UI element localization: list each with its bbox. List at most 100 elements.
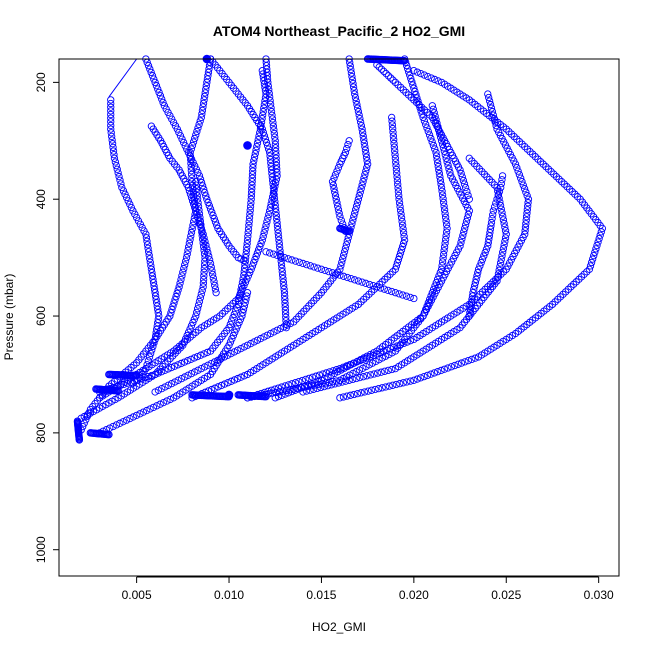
- data-point: [498, 172, 507, 180]
- data-point: [258, 114, 266, 123]
- data-point: [310, 263, 318, 271]
- data-point: [389, 268, 397, 276]
- data-point: [248, 178, 256, 186]
- data-point: [447, 172, 455, 180]
- data-point: [262, 392, 270, 401]
- data-point: [271, 140, 280, 148]
- data-point: [107, 99, 115, 108]
- data-point: [172, 292, 180, 301]
- data-point: [502, 230, 510, 238]
- data-point: [523, 145, 532, 153]
- data-point: [353, 389, 362, 398]
- series-17: [336, 67, 607, 402]
- data-point: [522, 216, 530, 224]
- data-point: [484, 283, 492, 291]
- data-point: [115, 172, 123, 181]
- data-point: [383, 346, 391, 354]
- data-point: [387, 74, 395, 82]
- y-axis: 200 400 600 800 1000: [34, 72, 60, 563]
- data-point: [195, 172, 204, 180]
- data-point: [147, 68, 155, 77]
- data-point: [337, 262, 345, 270]
- data-point: [345, 137, 353, 145]
- data-point: [429, 105, 437, 113]
- data-point: [147, 262, 155, 270]
- data-point: [439, 250, 448, 259]
- data-point: [471, 354, 479, 362]
- data-point: [174, 286, 182, 294]
- data-point: [255, 132, 263, 140]
- data-point: [594, 238, 602, 246]
- data-point: [405, 68, 413, 76]
- data-point: [457, 359, 466, 367]
- data-point: [420, 71, 428, 79]
- data-point: [271, 133, 279, 141]
- data-point: [569, 280, 578, 288]
- data-point: [587, 258, 596, 267]
- data-point: [440, 247, 448, 255]
- data-point: [404, 91, 413, 99]
- data-point: [273, 251, 281, 259]
- data-point: [399, 291, 407, 299]
- data-point: [343, 273, 351, 282]
- data-point: [226, 320, 235, 329]
- data-point: [493, 195, 501, 203]
- data-point: [542, 163, 550, 171]
- data-point: [199, 235, 207, 244]
- data-point: [418, 103, 426, 112]
- data-point: [263, 142, 272, 150]
- data-point: [330, 185, 338, 193]
- data-point: [186, 235, 194, 244]
- data-point: [402, 292, 411, 300]
- data-point: [228, 317, 236, 325]
- data-point: [234, 322, 242, 330]
- data-point: [196, 220, 204, 228]
- data-point: [519, 181, 527, 189]
- data-point: [518, 178, 526, 186]
- data-point: [240, 372, 248, 380]
- data-point: [256, 242, 264, 251]
- data-point: [217, 381, 226, 390]
- data-point: [271, 385, 279, 393]
- data-point: [442, 154, 450, 162]
- data-point: [198, 227, 206, 235]
- data-point: [246, 268, 254, 277]
- data-point: [390, 139, 398, 148]
- data-point: [108, 132, 116, 141]
- data-point: [185, 243, 193, 251]
- data-point: [288, 380, 296, 388]
- data-point: [187, 355, 195, 363]
- data-point: [292, 315, 300, 323]
- data-point: [202, 241, 210, 249]
- data-point: [164, 365, 172, 373]
- data-point: [329, 181, 337, 189]
- data-point: [175, 283, 183, 291]
- data-point: [564, 285, 572, 293]
- data-point: [361, 171, 369, 179]
- data-point: [242, 295, 250, 303]
- data-point: [284, 381, 293, 389]
- data-point: [445, 165, 453, 173]
- data-point: [273, 215, 281, 223]
- data-point: [358, 125, 366, 133]
- y-tick-label: 200: [34, 72, 48, 92]
- data-point: [178, 272, 186, 280]
- y-tick-label: 600: [34, 306, 48, 326]
- data-point: [129, 413, 137, 421]
- data-point: [224, 304, 232, 313]
- data-point: [203, 348, 211, 357]
- data-point: [148, 346, 156, 354]
- data-point: [309, 385, 318, 393]
- data-point: [208, 208, 216, 216]
- data-point: [332, 195, 340, 203]
- data-point: [352, 97, 360, 105]
- data-point: [346, 360, 354, 369]
- data-point: [442, 228, 451, 236]
- data-point: [251, 255, 259, 264]
- data-point: [277, 252, 285, 261]
- data-point: [354, 195, 363, 203]
- data-point: [544, 165, 553, 173]
- data-point: [459, 231, 467, 240]
- data-point: [349, 83, 358, 91]
- data-point: [143, 361, 151, 369]
